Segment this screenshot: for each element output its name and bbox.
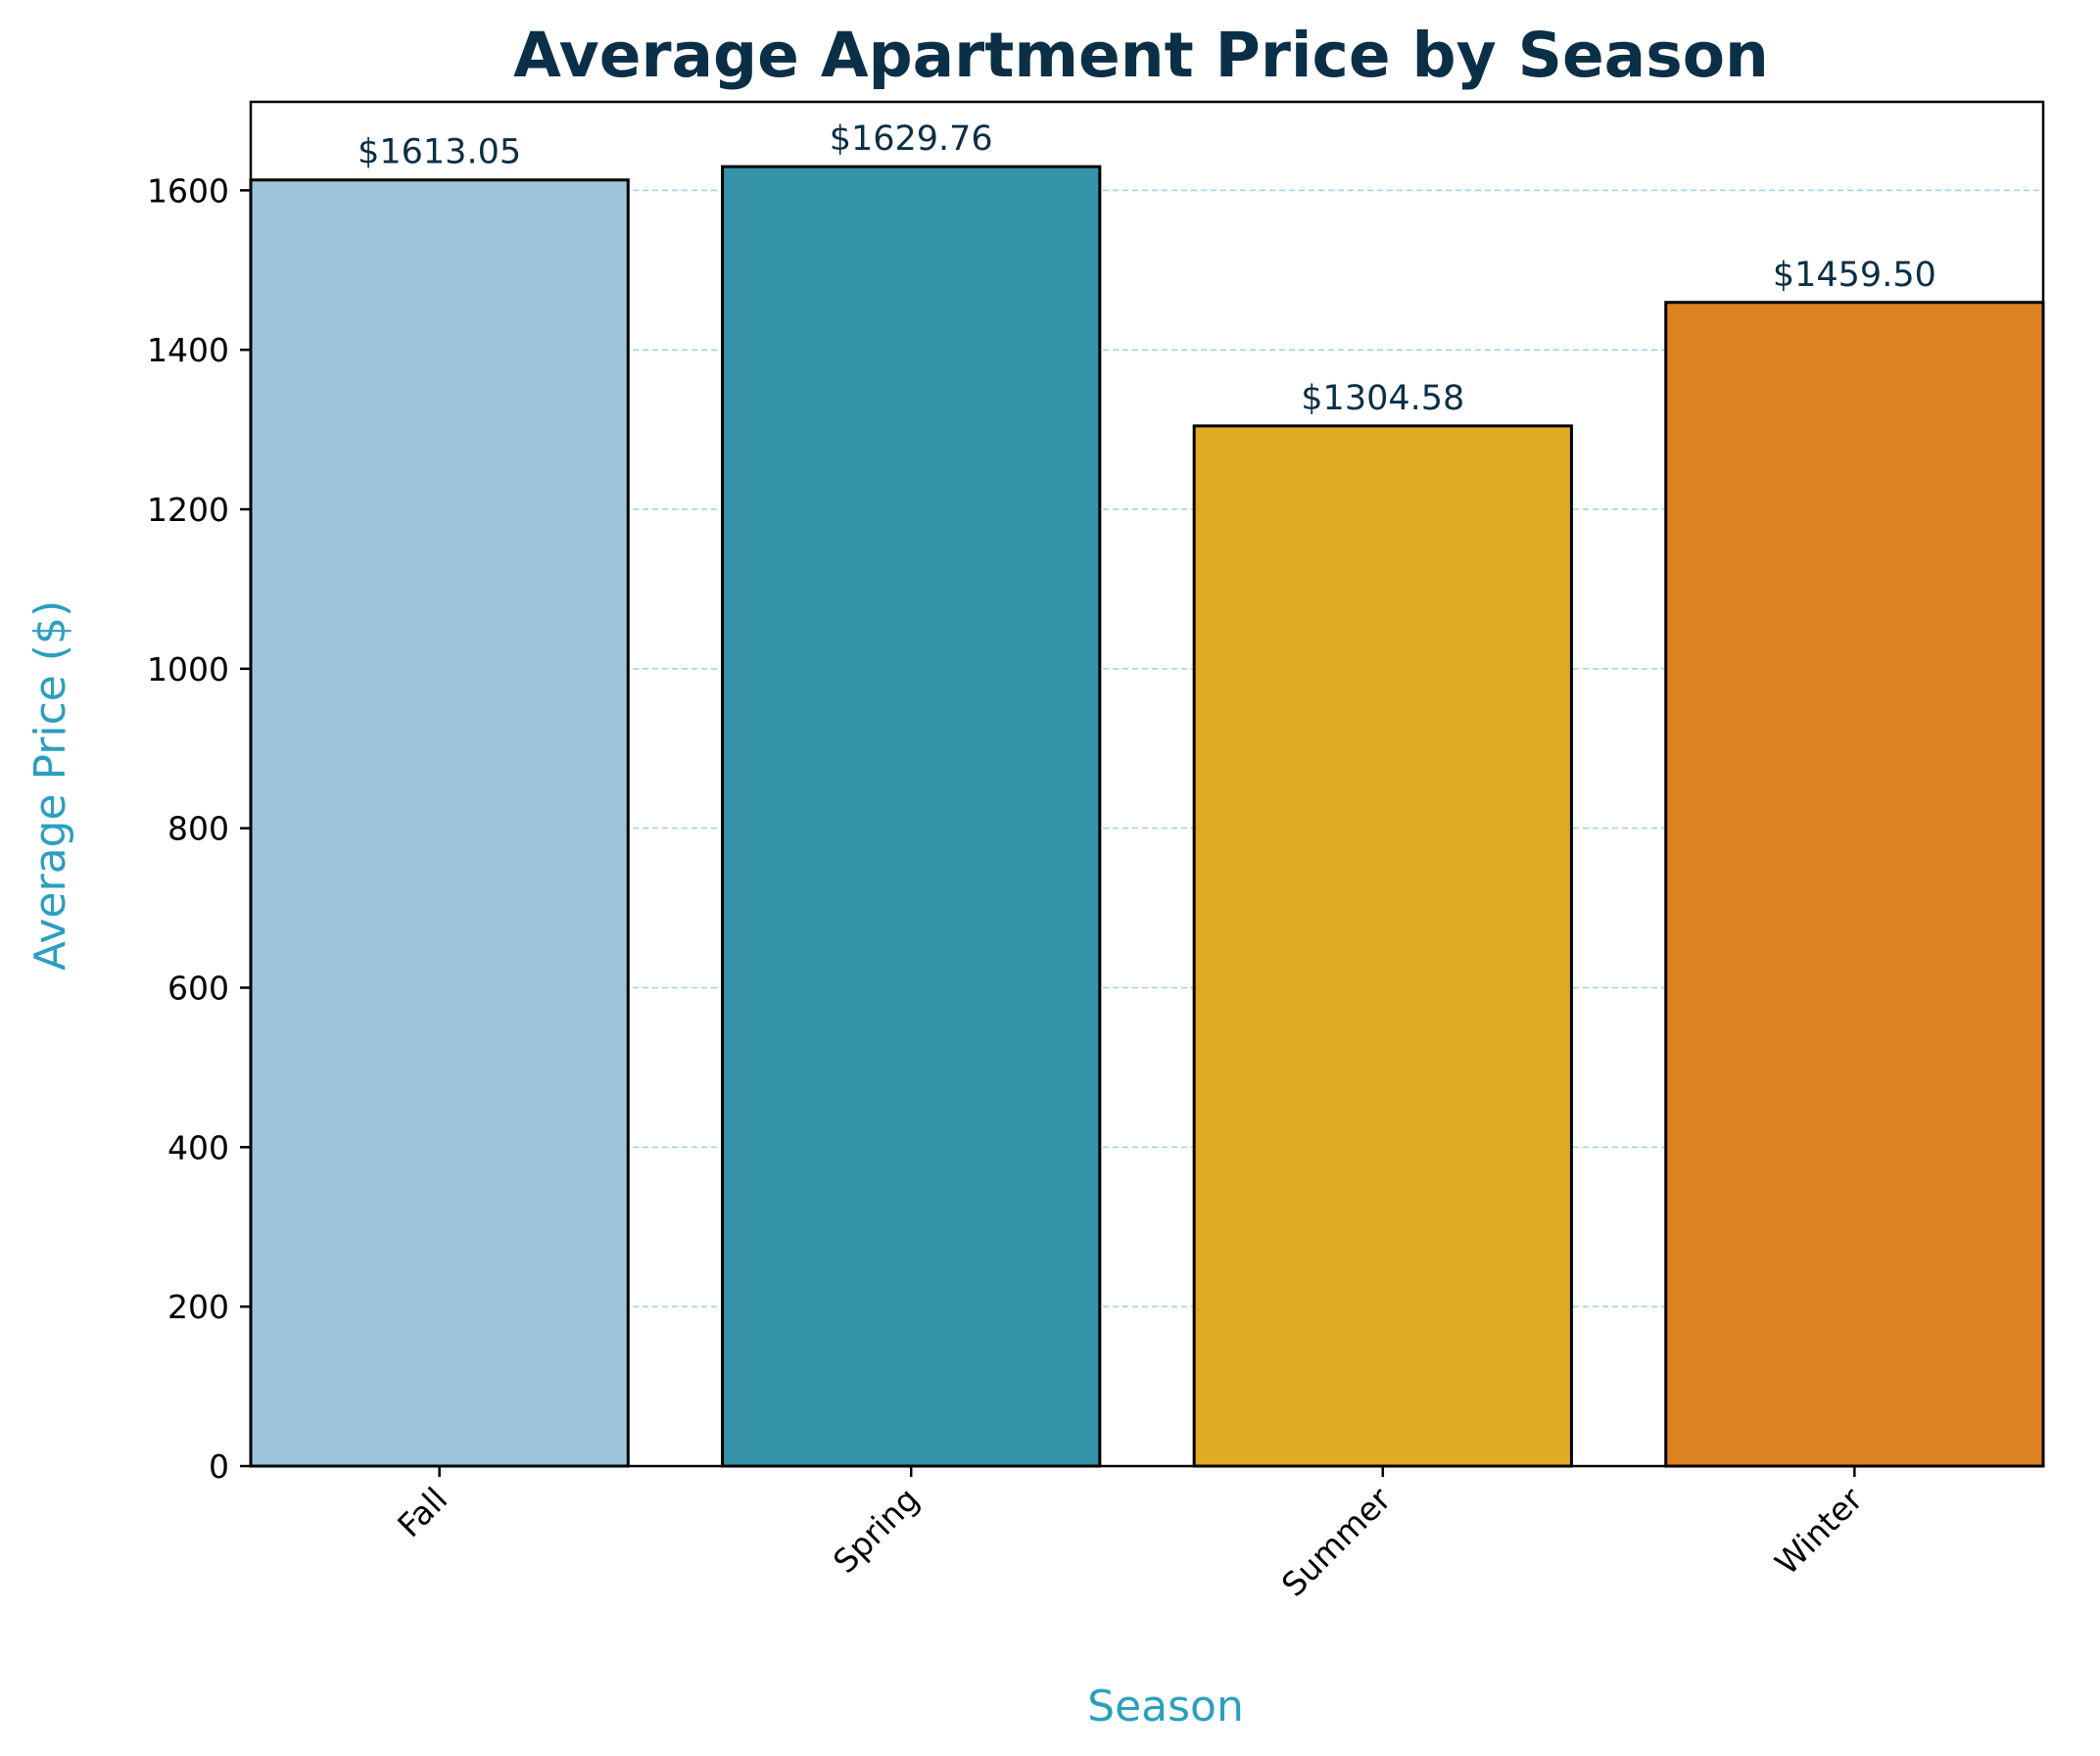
x-tick-label-spring: Spring [826, 1480, 927, 1581]
y-tick-label: 600 [167, 970, 229, 1008]
x-tick-label-summer: Summer [1274, 1480, 1399, 1604]
x-axis-label: Season [1087, 1682, 1244, 1732]
x-tick-label-fall: Fall [390, 1480, 454, 1544]
data-labels: $1613.05 $1629.76 $1304.58 $1459.50 [358, 119, 1936, 418]
y-axis-label: Average Price ($) [25, 600, 75, 971]
bar-spring [721, 165, 1102, 1468]
y-tick-label: 1000 [147, 650, 229, 688]
bar-summer [1192, 424, 1573, 1468]
y-tick-label: 200 [167, 1288, 229, 1326]
plot-frame [249, 100, 2045, 1468]
data-label-spring: $1629.76 [830, 119, 993, 159]
y-tick-label: 800 [167, 810, 229, 848]
bars [249, 165, 2045, 1468]
y-axis-ticks: 0 200 400 600 800 1000 1200 1400 1600 [147, 171, 251, 1486]
x-axis-ticks: Fall Spring Summer Winter [390, 1466, 1870, 1604]
y-tick-label: 1400 [147, 331, 229, 369]
y-tick-label: 400 [167, 1128, 229, 1166]
bar-fall [249, 178, 630, 1468]
data-label-winter: $1459.50 [1773, 256, 1936, 295]
y-tick-label: 1200 [147, 491, 229, 529]
bar-winter [1664, 301, 2045, 1468]
data-label-summer: $1304.58 [1301, 379, 1464, 418]
y-tick-label: 1600 [147, 171, 229, 210]
x-tick-label-winter: Winter [1768, 1480, 1871, 1583]
y-tick-label: 0 [209, 1448, 229, 1486]
data-label-fall: $1613.05 [358, 133, 521, 172]
chart-title: Average Apartment Price by Season [513, 20, 1769, 91]
